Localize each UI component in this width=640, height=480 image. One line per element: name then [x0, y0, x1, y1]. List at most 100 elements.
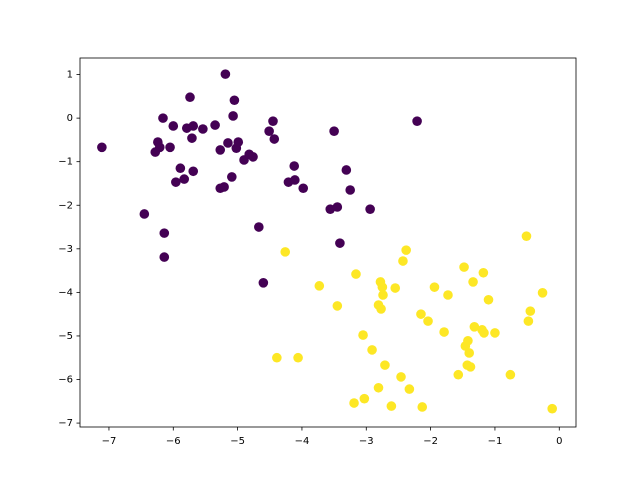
- scatter-point: [479, 328, 489, 338]
- scatter-point: [215, 145, 226, 155]
- scatter-point: [188, 121, 199, 131]
- scatter-point: [351, 269, 361, 279]
- scatter-point: [248, 152, 258, 162]
- x-tick-label: −5: [230, 436, 245, 447]
- y-tick-label: 1: [67, 70, 73, 81]
- x-tick-label: −1: [488, 436, 503, 447]
- scatter-point: [335, 238, 345, 248]
- scatter-point: [521, 231, 532, 241]
- scatter-point: [453, 369, 464, 380]
- scatter-point: [341, 165, 352, 175]
- scatter-point: [401, 245, 411, 255]
- y-tick-label: −6: [58, 375, 73, 386]
- scatter-point: [417, 402, 428, 412]
- scatter-point: [258, 277, 269, 288]
- y-tick-label: −4: [58, 287, 73, 298]
- scatter-point: [268, 116, 278, 126]
- scatter-point: [547, 403, 557, 414]
- scatter-point: [233, 137, 244, 147]
- scatter-point: [179, 174, 190, 184]
- scatter-point: [198, 124, 208, 134]
- scatter-point: [386, 401, 397, 411]
- scatter-point: [358, 330, 368, 340]
- scatter-point: [175, 163, 186, 174]
- scatter-point: [465, 362, 476, 372]
- scatter-point: [332, 202, 343, 212]
- scatter-point: [404, 384, 415, 394]
- scatter-point: [165, 142, 175, 153]
- scatter-point: [469, 321, 480, 332]
- x-tick-label: −3: [359, 436, 374, 447]
- scatter-point: [523, 316, 534, 326]
- scatter-point: [429, 282, 440, 292]
- scatter-point: [293, 352, 303, 363]
- scatter-point: [254, 222, 264, 232]
- scatter-point: [264, 126, 274, 136]
- scatter-point: [188, 166, 199, 177]
- scatter-point: [139, 209, 150, 219]
- plot-area: [97, 69, 557, 414]
- scatter-point: [459, 262, 469, 272]
- scatter-point: [345, 185, 355, 195]
- scatter-point: [289, 161, 300, 171]
- scatter-point: [272, 352, 282, 363]
- scatter-point: [349, 398, 359, 408]
- scatter-point: [359, 393, 370, 404]
- scatter-point: [376, 304, 386, 314]
- scatter-point: [378, 290, 388, 300]
- scatter-point: [97, 142, 107, 153]
- scatter-point: [463, 335, 473, 346]
- x-tick-label: −4: [295, 436, 310, 447]
- scatter-point: [464, 348, 475, 358]
- scatter-point: [505, 369, 516, 380]
- scatter-point: [158, 113, 168, 123]
- scatter-point: [223, 138, 233, 148]
- scatter-point: [229, 95, 240, 106]
- y-tick-label: −5: [58, 331, 73, 342]
- scatter-point: [220, 69, 231, 79]
- scatter-point: [373, 382, 384, 393]
- scatter-point: [185, 92, 195, 103]
- scatter-point: [314, 281, 325, 291]
- scatter-point: [329, 126, 339, 136]
- scatter-point: [377, 282, 388, 292]
- scatter-point: [398, 256, 408, 266]
- x-tick-label: −6: [166, 436, 181, 447]
- scatter-point: [490, 328, 500, 338]
- scatter-point: [367, 345, 377, 355]
- scatter-point: [380, 360, 390, 370]
- y-tick-label: −3: [58, 244, 73, 255]
- scatter-point: [525, 306, 536, 316]
- scatter-point: [280, 247, 291, 257]
- scatter-point: [228, 111, 238, 121]
- scatter-point: [150, 147, 161, 157]
- scatter-point: [365, 204, 375, 214]
- y-tick-label: −7: [58, 418, 73, 429]
- scatter-point: [416, 309, 426, 319]
- scatter-point: [227, 172, 237, 182]
- scatter-point: [219, 182, 229, 192]
- scatter-point: [537, 288, 548, 298]
- scatter-point: [468, 277, 478, 287]
- y-tick-label: 0: [67, 113, 73, 124]
- scatter-point: [298, 183, 309, 194]
- scatter-point: [390, 283, 401, 293]
- scatter-point: [269, 134, 280, 144]
- scatter-point: [187, 133, 197, 143]
- scatter-point: [290, 175, 300, 185]
- axes-frame: [79, 57, 577, 428]
- y-tick-label: −2: [58, 200, 73, 211]
- scatter-point: [332, 301, 343, 311]
- scatter-point: [439, 327, 449, 337]
- x-tick-label: −2: [423, 436, 438, 447]
- scatter-point: [168, 121, 179, 131]
- scatter-point: [443, 290, 453, 300]
- y-tick-label: −1: [58, 157, 73, 168]
- scatter-point: [210, 120, 220, 130]
- scatter-point: [396, 372, 406, 382]
- scatter-point: [423, 316, 433, 326]
- x-tick-label: 0: [556, 436, 562, 447]
- x-tick-label: −7: [102, 436, 117, 447]
